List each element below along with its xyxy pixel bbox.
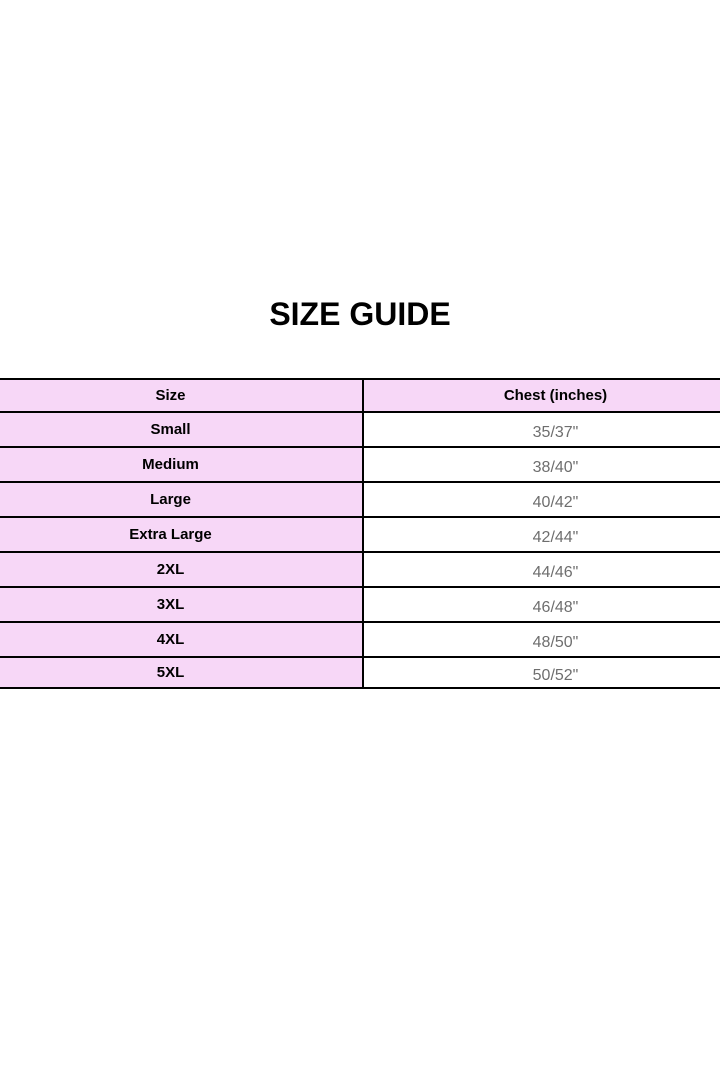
- size-cell: 3XL: [0, 586, 364, 622]
- chest-cell: 38/40": [363, 446, 720, 482]
- table-row: Extra Large 42/44": [0, 516, 720, 552]
- size-cell: Medium: [0, 446, 364, 482]
- table-row: 3XL 46/48": [0, 586, 720, 622]
- size-cell: Small: [0, 411, 364, 447]
- size-cell: 2XL: [0, 551, 364, 587]
- size-cell: 4XL: [0, 621, 364, 657]
- chest-cell: 35/37": [363, 411, 720, 447]
- page-title: SIZE GUIDE: [269, 296, 451, 332]
- table-header-row: Size Chest (inches): [0, 378, 720, 412]
- table-row: Medium 38/40": [0, 446, 720, 482]
- column-header-chest: Chest (inches): [363, 378, 720, 412]
- table-row: 2XL 44/46": [0, 551, 720, 587]
- table-row: 4XL 48/50": [0, 621, 720, 657]
- table-row: 5XL 50/52": [0, 656, 720, 689]
- chest-cell: 44/46": [363, 551, 720, 587]
- table-header: Size Chest (inches): [0, 378, 720, 412]
- table-row: Small 35/37": [0, 411, 720, 447]
- chest-cell: 42/44": [363, 516, 720, 552]
- chest-cell: 48/50": [363, 621, 720, 657]
- column-header-size: Size: [0, 378, 364, 412]
- chest-cell: 50/52": [363, 656, 720, 689]
- chest-cell: 40/42": [363, 481, 720, 517]
- size-cell: Extra Large: [0, 516, 364, 552]
- size-cell: 5XL: [0, 656, 364, 689]
- table-row: Large 40/42": [0, 481, 720, 517]
- chest-cell: 46/48": [363, 586, 720, 622]
- size-cell: Large: [0, 481, 364, 517]
- table-body: Small 35/37" Medium 38/40" Large 40/42" …: [0, 411, 720, 689]
- size-guide-table: Size Chest (inches) Small 35/37" Medium …: [0, 378, 720, 689]
